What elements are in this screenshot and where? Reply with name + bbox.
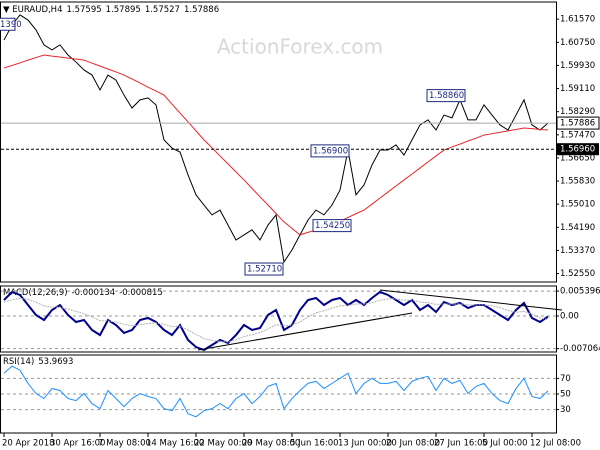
y-tick-label: 30: [560, 405, 571, 415]
current-label: 1.57886: [560, 119, 595, 129]
y-tick-label: 70: [560, 374, 571, 384]
y-tick-label: 1.58290: [560, 107, 595, 117]
annotation-label: 1.56900: [313, 146, 348, 156]
annotation-label: 1.54250: [315, 221, 350, 231]
x-tick-label: 22 May 00:00: [194, 439, 252, 449]
level-label: 1.56960: [560, 145, 595, 155]
series-line: [3, 14, 549, 264]
annotation-box: [0, 17, 16, 31]
macd-header: MACD(12,26,9) -0.000134 -0.000815: [3, 288, 163, 298]
x-tick-label: 7 May 08:00: [98, 439, 151, 449]
y-tick-label: 1.55010: [560, 200, 595, 210]
y-tick-label: 0.005396: [560, 287, 600, 297]
annotation-label: 1.58860: [429, 91, 464, 101]
y-tick-label: 1.56650: [560, 153, 595, 163]
panel-frame: [0, 1, 557, 283]
annotation-box: [426, 89, 466, 103]
annotation-label: 1390: [0, 20, 22, 30]
current-box: [556, 116, 600, 130]
series-line: [3, 290, 549, 352]
x-tick-label: 29 May 08:00: [242, 439, 300, 449]
macd-title: MACD(12,26,9): [3, 288, 68, 298]
low: 1.57527: [145, 5, 180, 15]
x-tick-label: 5 Jun 16:00: [290, 439, 339, 449]
series-line: [3, 365, 549, 418]
y-tick-label: 1.59110: [560, 84, 595, 94]
y-tick-label: 1.55830: [560, 177, 595, 187]
y-tick-label: 50: [560, 390, 571, 400]
chart-header: ▼ EURAUD,H4 1.57595 1.57895 1.57527 1.57886: [3, 5, 219, 15]
macd-reading: -0.000134: [72, 288, 116, 298]
x-tick-label: 12 Jul 08:00: [530, 439, 581, 449]
symbol: EURAUD,H4: [12, 5, 62, 15]
open: 1.57595: [67, 5, 102, 15]
x-tick-label: 27 Jun 16:00: [434, 439, 488, 449]
y-tick-label: 1.54190: [560, 223, 595, 233]
y-tick-label: 0.00: [560, 312, 579, 322]
x-tick-label: 30 Apr 16:00: [50, 439, 105, 449]
y-tick-label: 1.61570: [560, 15, 595, 25]
high: 1.57895: [106, 5, 141, 15]
x-tick-label: 20 Jun 08:00: [386, 439, 440, 449]
x-tick-label: 20 Apr 2018: [2, 439, 55, 449]
y-tick-label: 1.53370: [560, 246, 595, 256]
trend-line: [197, 312, 413, 351]
series-line: [3, 54, 549, 236]
x-tick-label: 14 May 16:00: [146, 439, 204, 449]
x-tick-label: 5 Jul 00:00: [482, 439, 528, 449]
y-tick-label: -0.007064: [560, 344, 600, 354]
y-tick-label: 1.60750: [560, 38, 595, 48]
rsi-reading: 53.9693: [38, 357, 73, 367]
rsi-title: RSI(14): [3, 357, 34, 367]
annotation-box: [310, 144, 350, 158]
arrow: ▼: [3, 5, 12, 15]
panel-frame: [0, 285, 557, 353]
y-tick-label: 1.57470: [560, 130, 595, 140]
y-tick-label: 1.52550: [560, 269, 595, 279]
trend-line: [379, 289, 563, 311]
y-tick-label: 1.59930: [560, 61, 595, 71]
close: 1.57886: [184, 5, 219, 15]
annotation-box: [312, 219, 352, 233]
watermark: ActionForex.com: [217, 35, 383, 59]
series-line: [3, 297, 549, 343]
rsi-header: RSI(14) 53.9693: [3, 357, 73, 367]
annotation-label: 1.52710: [247, 265, 282, 275]
annotation-box: [244, 262, 284, 276]
level-box: [557, 143, 599, 156]
signal-reading: -0.000815: [119, 288, 163, 298]
x-tick-label: 13 Jun 00:00: [338, 439, 392, 449]
